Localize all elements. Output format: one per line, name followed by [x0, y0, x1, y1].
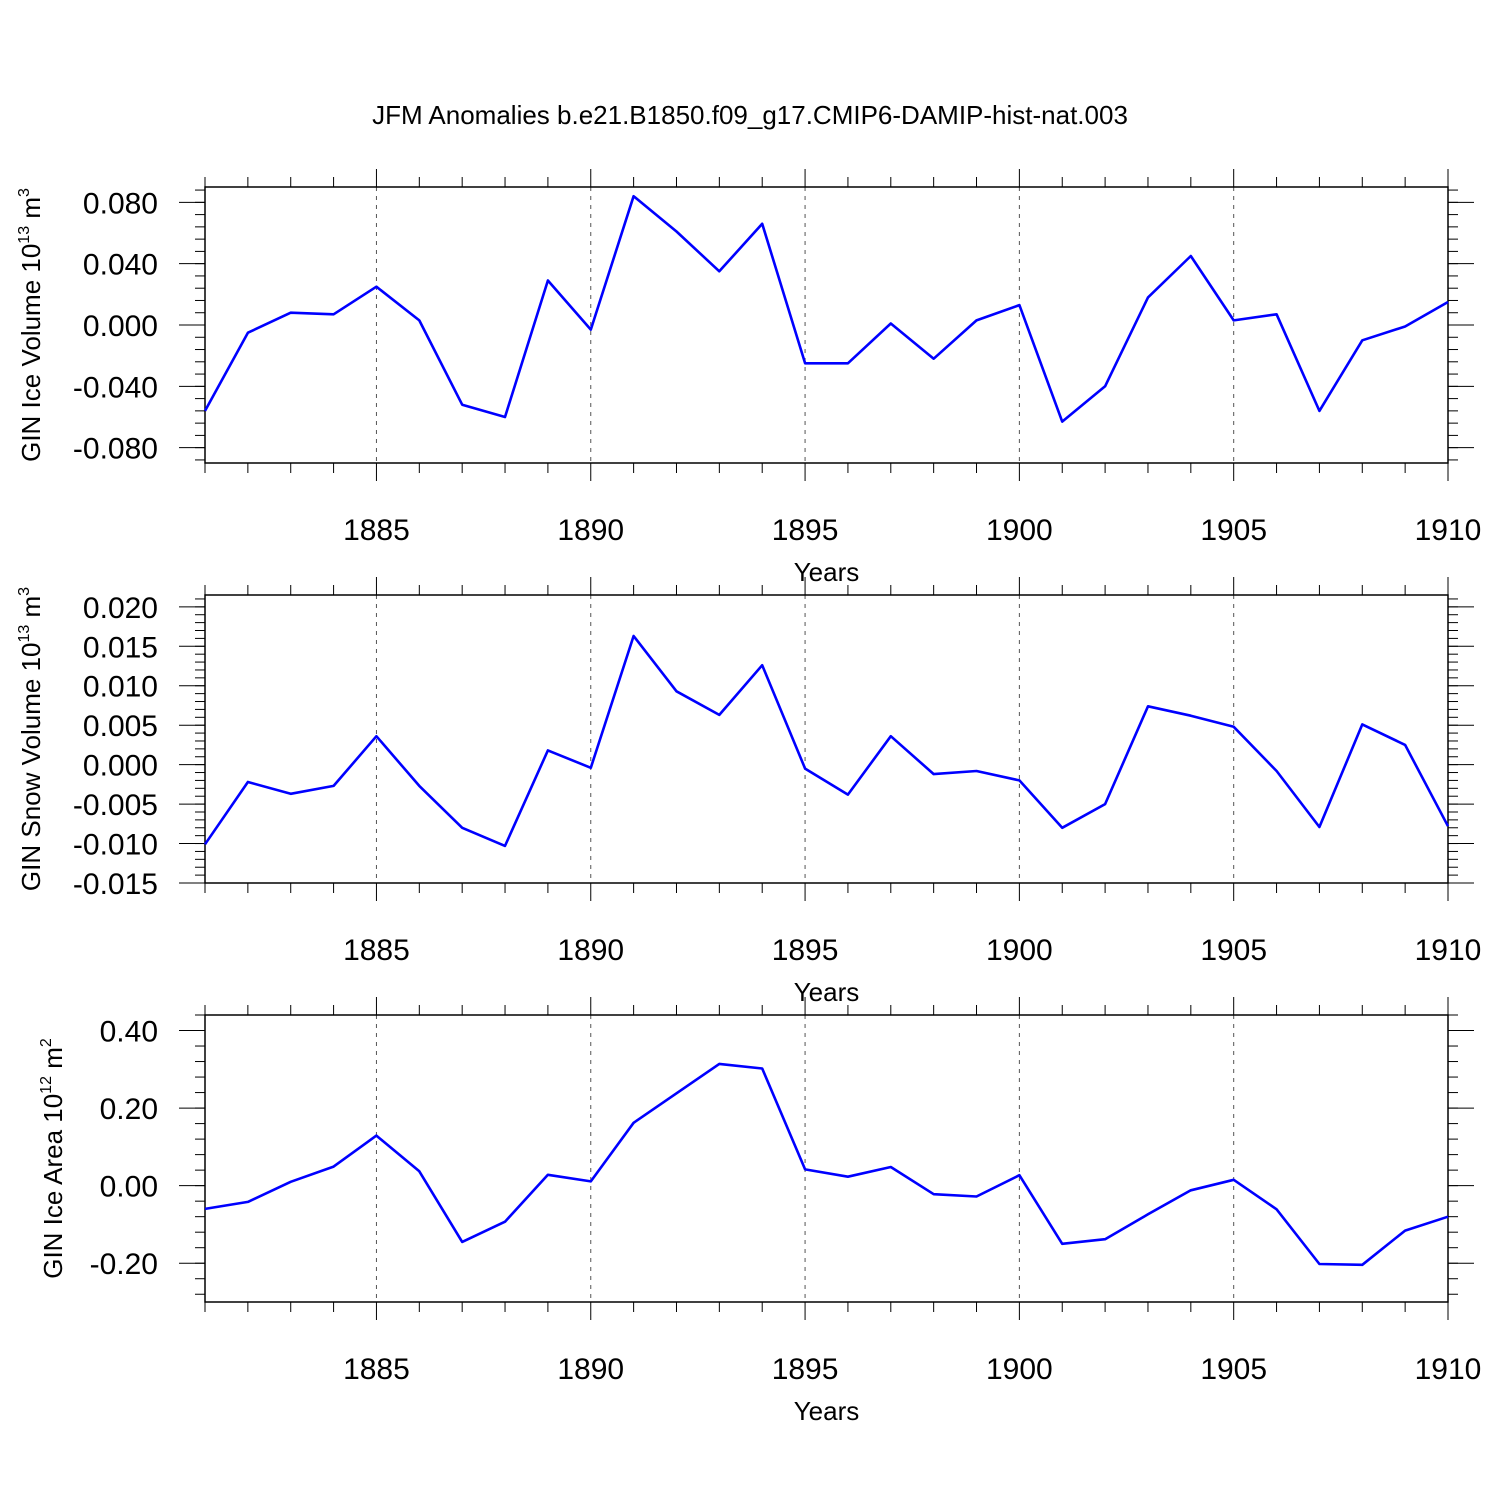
y-tick-label: -0.040: [73, 371, 158, 404]
x-tick-label: 1885: [343, 514, 410, 547]
x-tick-label: 1910: [1415, 1353, 1482, 1386]
x-tick-label: 1895: [772, 514, 839, 547]
x-tick-label: 1900: [986, 514, 1053, 547]
plot-frame: [204, 594, 1449, 884]
x-axis-title: Years: [794, 977, 860, 1007]
x-tick-label: 1890: [557, 1353, 624, 1386]
x-tick-label: 1895: [772, 934, 839, 967]
panel-2: -0.015 -0.010 -0.005 0.000 0.005 0.010 0.015 0.…: [16, 577, 1481, 1007]
x-tick-label: 1895: [772, 1353, 839, 1386]
y-tick-label: 0.005: [83, 710, 158, 743]
plot-frame: [204, 1014, 1449, 1303]
series-line: [204, 1062, 1449, 1267]
y-tick-label: 0.40: [100, 1016, 158, 1049]
y-tick-label: 0.015: [83, 631, 158, 664]
x-tick-label: 1910: [1415, 514, 1482, 547]
x-tick-label: 1905: [1200, 934, 1267, 967]
x-tick-label: 1885: [343, 934, 410, 967]
series-line: [203, 194, 1449, 423]
y-axis-title: GIN Ice Volume 1013 m3: [16, 188, 46, 462]
y-tick-label: 0.010: [83, 671, 158, 704]
panel-3: -0.20 0.00 0.20 0.40 1885 1890 1895 1900 1905 191…: [38, 997, 1481, 1426]
y-axis-title: GIN Ice Area 1012 m2: [38, 1038, 68, 1279]
x-tick-label: 1890: [557, 514, 624, 547]
x-tick-label: 1890: [557, 934, 624, 967]
x-tick-label: 1885: [343, 1353, 410, 1386]
x-tick-label: 1905: [1200, 1353, 1267, 1386]
y-tick-label: -0.20: [90, 1248, 158, 1281]
x-tick-label: 1910: [1415, 934, 1482, 967]
x-axis-title: Years: [794, 1396, 860, 1426]
y-tick-label: 0.020: [83, 592, 158, 625]
y-tick-label: -0.010: [73, 829, 158, 862]
x-tick-label: 1900: [986, 934, 1053, 967]
y-tick-label: 0.000: [83, 310, 158, 343]
series-line: [203, 634, 1450, 848]
y-tick-label: 0.080: [83, 187, 158, 220]
y-tick-label: -0.015: [73, 868, 158, 901]
x-axis-title: Years: [794, 557, 860, 587]
chart-title: JFM Anomalies b.e21.B1850.f09_g17.CMIP6-…: [372, 100, 1128, 130]
y-tick-label: 0.20: [100, 1093, 158, 1126]
y-axis-title: GIN Snow Volume 1013 m3: [16, 587, 46, 891]
y-tick-label: -0.005: [73, 789, 158, 822]
panel-1: -0.080 -0.040 0.000 0.040 0.080 1885 1890 1895 1…: [16, 169, 1481, 587]
x-tick-label: 1905: [1200, 514, 1267, 547]
plot-frame: [204, 186, 1449, 464]
y-tick-label: 0.00: [100, 1171, 158, 1204]
y-tick-label: 0.040: [83, 249, 158, 282]
x-tick-label: 1900: [986, 1353, 1053, 1386]
y-tick-label: -0.080: [73, 433, 158, 466]
y-tick-label: 0.000: [83, 750, 158, 783]
